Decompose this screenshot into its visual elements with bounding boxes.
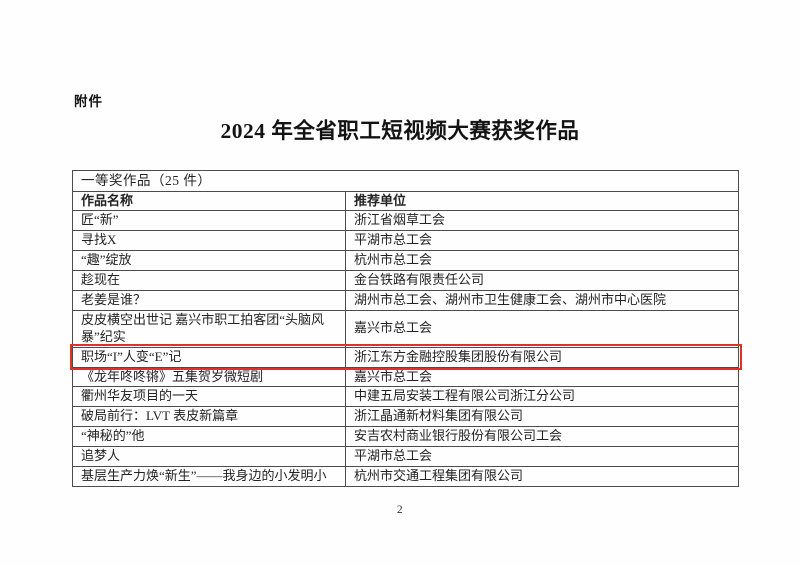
table-row: 匠“新” 浙江省烟草工会 (72, 210, 739, 232)
recommending-unit-cell: 平湖市总工会 (345, 230, 739, 252)
work-name-cell: 匠“新” (72, 210, 346, 232)
group-header: 一等奖作品（25 件） (72, 170, 739, 192)
table-row: 趁现在 金台铁路有限责任公司 (72, 270, 739, 291)
recommending-unit-cell: 浙江晶通新材料集团有限公司 (345, 406, 739, 428)
work-name-cell: 寻找X (72, 230, 346, 252)
work-name-cell: 衢州华友项目的一天 (72, 386, 346, 408)
work-name-cell: 趁现在 (72, 270, 346, 291)
recommending-unit-cell: 浙江东方金融控股集团股份有限公司 (345, 346, 739, 368)
table-head: 一等奖作品（25 件） 作品名称 推荐单位 (72, 170, 739, 212)
table-row: 寻找X 平湖市总工会 (72, 230, 739, 252)
work-name-cell: 《龙年咚咚锵》五集贺岁微短剧 (72, 366, 346, 388)
table-row: 破局前行：LVT 表皮新篇章 浙江晶通新材料集团有限公司 (72, 406, 739, 428)
recommending-unit-cell: 杭州市总工会 (345, 250, 739, 272)
table-body: 匠“新” 浙江省烟草工会 寻找X 平湖市总工会 “趣”绽放 杭州市总工会 趁现在… (69, 210, 742, 487)
recommending-unit-cell: 湖州市总工会、湖州市卫生健康工会、湖州市中心医院 (345, 290, 739, 311)
table-row: 衢州华友项目的一天 中建五局安装工程有限公司浙江分公司 (72, 386, 739, 408)
page-title: 2024 年全省职工短视频大赛获奖作品 (220, 119, 580, 143)
table-row: 皮皮横空出世记 嘉兴市职工拍客团“头脑风暴”纪实 嘉兴市总工会 (72, 309, 739, 348)
page-number: 2 (396, 504, 404, 516)
table-row: 老姜是谁？ 湖州市总工会、湖州市卫生健康工会、湖州市中心医院 (72, 290, 739, 311)
table-row: “趣”绽放 杭州市总工会 (72, 250, 739, 272)
work-name-cell: 老姜是谁？ (72, 290, 346, 311)
work-name-cell: 破局前行：LVT 表皮新篇章 (72, 406, 346, 428)
column-header-recommending-unit: 推荐单位 (345, 190, 739, 212)
column-header-row: 作品名称 推荐单位 (72, 190, 739, 212)
table-row-highlighted: 职场“I”人变“E”记 浙江东方金融控股集团股份有限公司 (69, 344, 742, 371)
column-header-work-name: 作品名称 (72, 190, 346, 212)
recommending-unit-cell: 平湖市总工会 (345, 446, 739, 468)
recommending-unit-cell: 金台铁路有限责任公司 (345, 270, 739, 291)
table-row: 追梦人 平湖市总工会 (72, 446, 739, 468)
group-header-row: 一等奖作品（25 件） (72, 170, 739, 192)
attachment-label: 附件 (74, 94, 103, 109)
work-name-cell: “趣”绽放 (72, 250, 346, 272)
work-name-cell: 皮皮横空出世记 嘉兴市职工拍客团“头脑风暴”纪实 (72, 309, 346, 348)
work-name-cell: 职场“I”人变“E”记 (72, 346, 346, 368)
recommending-unit-cell: 嘉兴市总工会 (345, 366, 739, 388)
recommending-unit-cell: 浙江省烟草工会 (345, 210, 739, 232)
recommending-unit-cell: 杭州市交通工程集团有限公司 (345, 466, 739, 487)
table-row: “神秘的”他 安吉农村商业银行股份有限公司工会 (72, 426, 739, 448)
awards-table: 一等奖作品（25 件） 作品名称 推荐单位 匠“新” 浙江省烟草工会 寻找X 平… (69, 170, 742, 487)
work-name-cell: 基层生产力焕“新生”——我身边的小发明小 (72, 466, 346, 487)
work-name-cell: 追梦人 (72, 446, 346, 468)
recommending-unit-cell: 嘉兴市总工会 (345, 309, 739, 348)
recommending-unit-cell: 中建五局安装工程有限公司浙江分公司 (345, 386, 739, 408)
table-row: 《龙年咚咚锵》五集贺岁微短剧 嘉兴市总工会 (72, 366, 739, 388)
work-name-cell: “神秘的”他 (72, 426, 346, 448)
recommending-unit-cell: 安吉农村商业银行股份有限公司工会 (345, 426, 739, 448)
table-row: 基层生产力焕“新生”——我身边的小发明小 杭州市交通工程集团有限公司 (72, 466, 739, 487)
